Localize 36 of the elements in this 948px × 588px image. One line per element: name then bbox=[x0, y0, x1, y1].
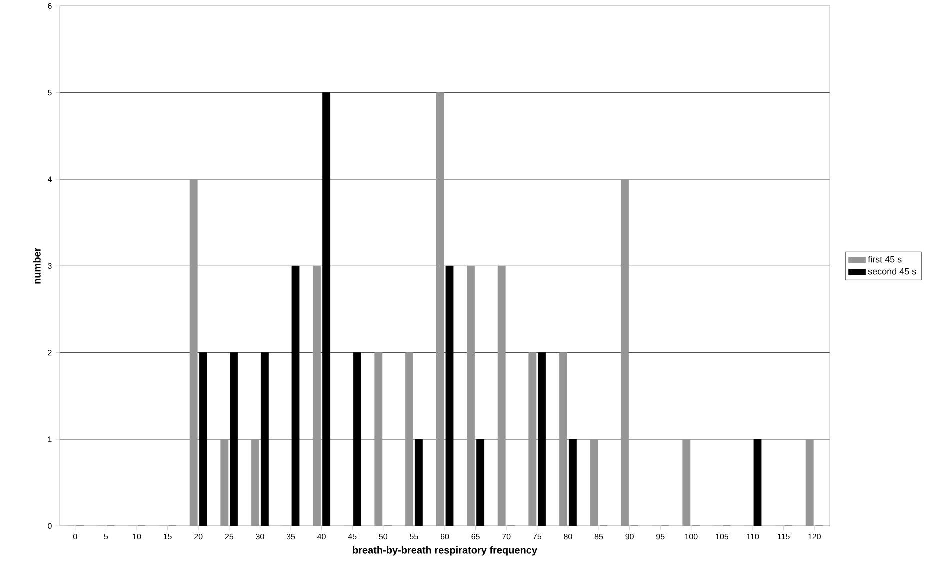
x-tick-label: 120 bbox=[808, 534, 821, 540]
x-tick-label: 110 bbox=[747, 534, 760, 540]
y-axis-title: number bbox=[34, 248, 41, 284]
y-tick-label: 3 bbox=[48, 263, 52, 269]
x-tick-label: 55 bbox=[410, 534, 418, 540]
y-tick-label: 0 bbox=[48, 523, 52, 529]
x-tick-label: 10 bbox=[133, 534, 142, 540]
y-tick-label: 2 bbox=[48, 350, 52, 356]
x-tick-label: 15 bbox=[164, 534, 172, 540]
x-tick-label: 105 bbox=[716, 534, 729, 540]
x-tick-label: 75 bbox=[533, 534, 542, 540]
y-tick-label: 4 bbox=[48, 176, 52, 182]
y-tick-label: 1 bbox=[48, 436, 52, 442]
x-tick-label: 95 bbox=[656, 534, 665, 540]
legend-label: second 45 s bbox=[868, 268, 916, 275]
x-tick-label: 50 bbox=[379, 534, 388, 540]
y-tick-label: 5 bbox=[48, 90, 52, 96]
x-tick-label: 40 bbox=[318, 534, 326, 540]
x-tick-label: 0 bbox=[73, 534, 78, 540]
x-tick-label: 20 bbox=[194, 534, 203, 540]
x-tick-label: 65 bbox=[472, 534, 480, 540]
x-tick-label: 35 bbox=[286, 534, 296, 540]
x-tick-label: 85 bbox=[594, 534, 604, 540]
x-tick-label: 45 bbox=[348, 534, 357, 540]
x-tick-label: 100 bbox=[685, 534, 698, 540]
legend-label: first 45 s bbox=[868, 256, 902, 263]
x-tick-label: 30 bbox=[256, 534, 264, 540]
x-tick-label: 60 bbox=[440, 534, 450, 540]
x-tick-label: 90 bbox=[626, 534, 634, 540]
x-tick-label: 5 bbox=[104, 534, 108, 540]
x-tick-label: 115 bbox=[778, 534, 790, 540]
x-axis-title: breath-by-breath respiratory frequency bbox=[353, 546, 538, 556]
y-tick-label: 6 bbox=[48, 3, 52, 9]
x-tick-label: 80 bbox=[564, 534, 572, 540]
x-tick-label: 25 bbox=[225, 534, 234, 540]
x-tick-label: 70 bbox=[502, 534, 511, 540]
